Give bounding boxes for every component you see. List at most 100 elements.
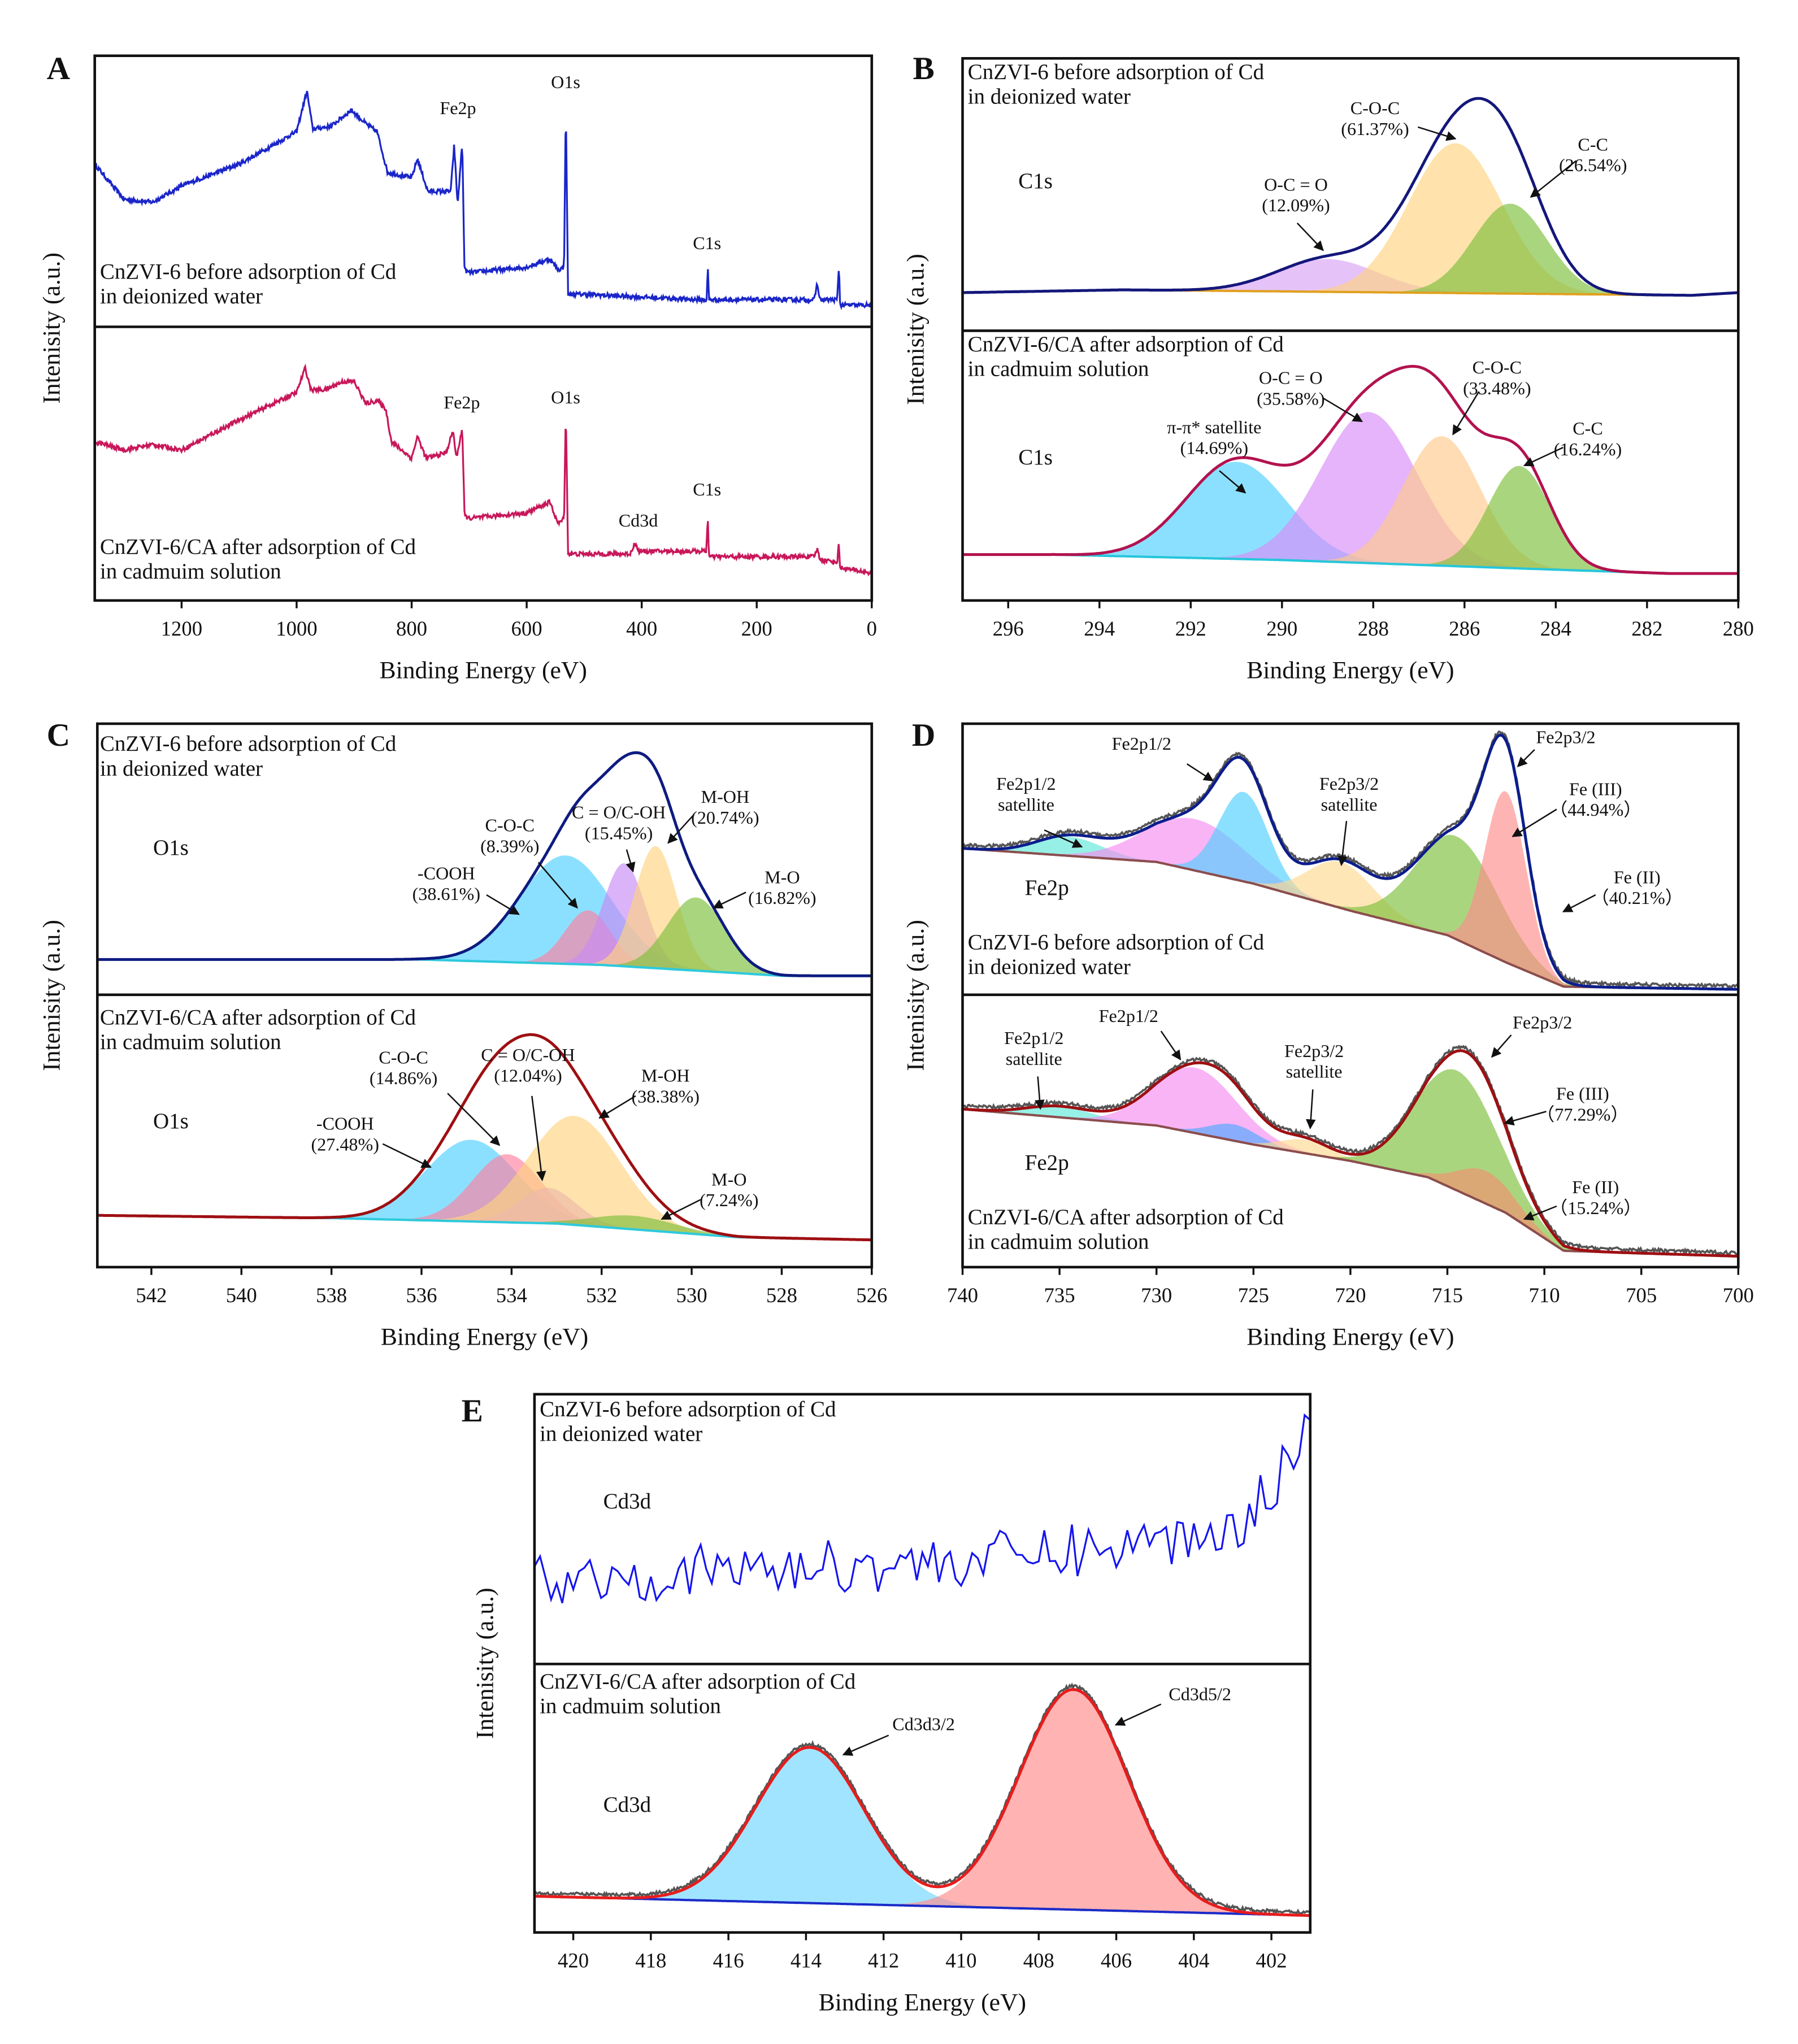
core-level-label: O1s (153, 1109, 189, 1133)
fitted-peak-0 (976, 462, 1497, 568)
plot-area (962, 364, 1739, 575)
x-tick-label: 414 (791, 1949, 822, 1972)
peak-annotation: Cd3d5/2 (1169, 1684, 1231, 1704)
peak-annotation: (33.48%) (1463, 378, 1531, 398)
peak-label: C1s (693, 233, 721, 253)
peak-annotation: (12.04%) (494, 1066, 562, 1086)
plot-area (962, 1044, 1739, 1258)
peak-annotation: Fe2p1/2 (1004, 1028, 1063, 1048)
annotation-arrow (1517, 749, 1535, 767)
x-tick-label: 402 (1256, 1949, 1287, 1972)
x-tick-label: 542 (136, 1284, 167, 1307)
x-tick-label: 720 (1335, 1284, 1366, 1307)
fitted-peak-1 (1118, 412, 1619, 572)
background-line (962, 553, 1739, 575)
peak-label: O1s (551, 72, 580, 92)
peak-annotation: C = O/C-OH (572, 802, 666, 823)
annotation-arrow (842, 1734, 889, 1756)
core-level-label: C1s (1018, 169, 1053, 193)
peak-annotation: satellite (1286, 1062, 1343, 1082)
fitted-peak-4 (548, 897, 844, 976)
fitted-peak-1 (982, 1067, 1408, 1173)
x-tick-label: 740 (947, 1284, 978, 1307)
x-tick-label: 800 (396, 617, 427, 640)
annotation-arrow (1186, 763, 1214, 782)
peak-annotation: Fe2p3/2 (1319, 773, 1379, 794)
fitted-peak-3 (337, 1116, 812, 1239)
plot-area (962, 97, 1739, 297)
sample-label: CnZVI-6/CA after adsorption of Cd (968, 1205, 1284, 1229)
peak-annotation: Fe (II) (1614, 867, 1661, 887)
peak-annotation: Fe (II) (1572, 1177, 1619, 1197)
panel-letter: D (912, 717, 935, 753)
peak-annotation: π-π* satellite (1167, 417, 1261, 437)
x-tick-label: 730 (1141, 1284, 1172, 1307)
raw-spectrum-line (962, 1044, 1739, 1256)
x-tick-label: 420 (558, 1949, 589, 1972)
peak-annotation: M-O (765, 867, 800, 887)
peak-annotation: C-C (1578, 134, 1608, 154)
fitted-peak-4 (416, 1215, 851, 1240)
envelope-line (962, 97, 1739, 297)
x-tick-label: 725 (1238, 1284, 1269, 1307)
x-tick-label: 530 (676, 1284, 707, 1307)
x-axis-title: Binding Energy (eV) (1247, 1324, 1454, 1351)
x-tick-label: 292 (1175, 617, 1206, 640)
x-tick-label: 418 (635, 1949, 666, 1972)
x-tick-label: 294 (1084, 617, 1115, 640)
fitted-peak-0 (1066, 259, 1588, 294)
peak-annotation: C-O-C (1473, 357, 1522, 377)
x-tick-label: 705 (1626, 1284, 1657, 1307)
annotation-arrow (1530, 160, 1577, 198)
x-tick-label: 528 (766, 1284, 797, 1307)
peak-label: Cd3d (619, 510, 658, 530)
fitted-peak-1 (792, 1689, 1310, 1916)
x-axis-title: Binding Energy (eV) (381, 1324, 588, 1351)
peak-annotation: (61.37%) (1341, 119, 1409, 139)
peak-annotation: C-O-C (379, 1047, 428, 1067)
annotation-arrow (661, 1199, 701, 1220)
x-tick-label: 284 (1540, 617, 1571, 640)
peak-annotation: C-C (1573, 418, 1603, 438)
fitted-peak-4 (1244, 834, 1670, 989)
x-tick-label: 534 (496, 1284, 527, 1307)
sample-label: CnZVI-6/CA after adsorption of Cd (100, 534, 416, 559)
x-tick-label: 715 (1432, 1284, 1463, 1307)
plot-area (534, 1682, 1310, 1917)
peak-annotation: O-C = O (1259, 368, 1323, 388)
spectrum-line (534, 1413, 1310, 1603)
fitted-peak-5 (1399, 791, 1612, 988)
sample-condition-label: in deionized water (100, 756, 263, 781)
x-tick-label: 526 (856, 1284, 887, 1307)
x-tick-label: 600 (511, 617, 542, 640)
annotation-arrow (1417, 126, 1457, 141)
annotation-arrow (1219, 470, 1247, 494)
peak-annotation: M-OH (701, 786, 750, 807)
fitted-peak-0 (962, 837, 1240, 881)
y-axis-title: Intenisity (a.u.) (38, 920, 66, 1071)
peak-label: Fe2p (444, 392, 480, 412)
sample-label: CnZVI-6 before adsorption of Cd (968, 930, 1265, 954)
background-line (534, 1895, 1310, 1917)
x-tick-label: 710 (1529, 1284, 1560, 1307)
peak-annotation: （77.29%） (1536, 1104, 1628, 1124)
x-axis-title: Binding Energy (eV) (1247, 657, 1454, 684)
peak-annotation: (35.58%) (1257, 388, 1324, 408)
fitted-peak-0 (534, 1747, 1091, 1910)
annotation-arrow (1305, 1089, 1316, 1130)
x-tick-label: 280 (1723, 617, 1754, 640)
x-tick-label: 700 (1723, 1284, 1754, 1307)
peak-annotation: satellite (1006, 1049, 1062, 1069)
panel-letter: E (462, 1393, 483, 1429)
raw-spectrum-line (962, 730, 1739, 989)
annotation-arrow (1523, 446, 1564, 467)
peak-annotation: (16.82%) (748, 888, 816, 908)
